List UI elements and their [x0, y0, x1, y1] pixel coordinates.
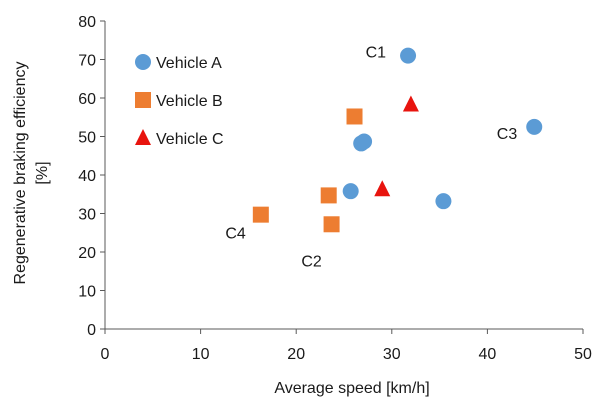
x-tick-label: 20	[287, 346, 305, 363]
legend-marker-vehicle-c	[135, 129, 151, 145]
legend-marker-vehicle-b	[135, 92, 151, 108]
x-tick-label: 50	[574, 346, 592, 363]
x-axis-title: Average speed [km/h]	[274, 380, 429, 397]
vehicle-b-point	[320, 187, 337, 204]
legend: Vehicle A Vehicle B Vehicle C	[135, 54, 224, 148]
axes	[100, 20, 584, 334]
vehicle-a-point	[435, 193, 452, 210]
vehicle-b-point	[252, 206, 269, 223]
y-tick-label: 80	[78, 14, 96, 31]
legend-label-vehicle-c: Vehicle C	[156, 131, 224, 148]
axis-titles: Average speed [km/h] Regenerative brakin…	[12, 62, 430, 397]
vehicle-c-point	[402, 95, 419, 112]
vehicle-a-point	[526, 118, 543, 135]
y-tick-label: 50	[78, 130, 96, 147]
y-axis-title-line-1: Regenerative braking efficiency	[12, 62, 29, 285]
annotation-c2: C2	[301, 253, 322, 270]
annotation-c4: C4	[225, 226, 246, 243]
y-tick-label: 60	[78, 91, 96, 108]
vehicle-a-point	[356, 133, 373, 150]
annotation-c1: C1	[366, 45, 387, 62]
y-tick-label: 20	[78, 245, 96, 262]
x-tick-label: 0	[101, 346, 110, 363]
data-points	[252, 47, 543, 233]
x-tick-label: 40	[479, 346, 497, 363]
x-tick-label: 30	[383, 346, 401, 363]
y-tick-label: 40	[78, 168, 96, 185]
vehicle-b-point	[346, 108, 363, 125]
vehicle-c-point	[374, 180, 391, 197]
annotation-c3: C3	[497, 126, 518, 143]
y-tick-label: 10	[78, 284, 96, 301]
vehicle-b-point	[323, 216, 340, 233]
point-annotations: C1 C2 C3 C4	[225, 45, 517, 271]
y-tick-label: 70	[78, 53, 96, 70]
tick-labels: 0 10 20 30 40 50 60 70 80 0 10 20 30 40 50	[78, 14, 592, 363]
y-tick-label: 30	[78, 207, 96, 224]
vehicle-a-point	[342, 183, 359, 200]
vehicle-a-point	[400, 47, 417, 64]
x-tick-label: 10	[192, 346, 210, 363]
y-axis-title-line-2: [%]	[34, 161, 51, 184]
y-tick-label: 0	[87, 322, 96, 339]
legend-marker-vehicle-a	[135, 54, 151, 70]
legend-label-vehicle-b: Vehicle B	[156, 93, 223, 110]
legend-label-vehicle-a: Vehicle A	[156, 55, 222, 72]
